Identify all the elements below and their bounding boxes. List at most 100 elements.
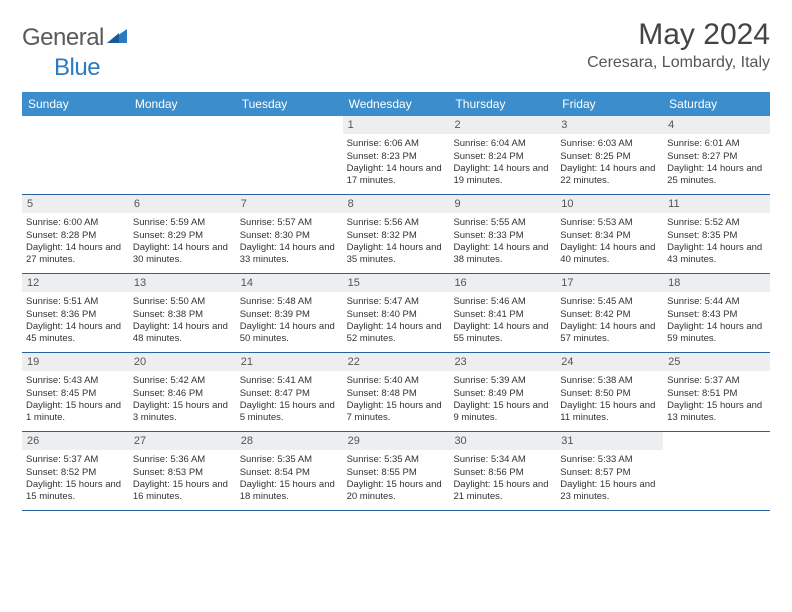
daylight-line: Daylight: 14 hours and 50 minutes. — [240, 321, 339, 346]
calendar-cell: 29Sunrise: 5:35 AMSunset: 8:55 PMDayligh… — [343, 432, 450, 510]
date-number: 20 — [129, 353, 236, 371]
date-number: 1 — [343, 116, 450, 134]
calendar-cell: 5Sunrise: 6:00 AMSunset: 8:28 PMDaylight… — [22, 195, 129, 273]
sunrise-line: Sunrise: 5:43 AM — [26, 375, 125, 387]
calendar-cell: 25 Sunrise: 5:37 AMSunset: 8:51 PMDayligh… — [663, 353, 770, 431]
cell-content: Sunrise: 5:44 AMSunset: 8:43 PMDaylight:… — [663, 294, 770, 349]
sunset-line: Sunset: 8:30 PM — [240, 230, 339, 242]
sunrise-line: Sunrise: 5:40 AM — [347, 375, 446, 387]
cell-content: Sunrise: 5:50 AMSunset: 8:38 PMDaylight:… — [129, 294, 236, 349]
sunrise-line: Sunrise: 5:38 AM — [560, 375, 659, 387]
sunset-line: Sunset: 8:53 PM — [133, 467, 232, 479]
calendar-cell: 14Sunrise: 5:48 AMSunset: 8:39 PMDayligh… — [236, 274, 343, 352]
date-number: 30 — [449, 432, 556, 450]
calendar-cell: 12 Sunrise: 5:51 AMSunset: 8:36 PMDayligh… — [22, 274, 129, 352]
date-number: 16 — [449, 274, 556, 292]
cell-content: Sunrise: 5:57 AMSunset: 8:30 PMDaylight:… — [236, 215, 343, 270]
daylight-line: Daylight: 14 hours and 40 minutes. — [560, 242, 659, 267]
cell-content: Sunrise: 5:55 AMSunset: 8:33 PMDaylight:… — [449, 215, 556, 270]
daylight-line: Daylight: 15 hours and 9 minutes. — [453, 400, 552, 425]
calendar-cell: 8 Sunrise: 5:56 AMSunset: 8:32 PMDaylight… — [343, 195, 450, 273]
daylight-line: Daylight: 15 hours and 16 minutes. — [133, 479, 232, 504]
sunset-line: Sunset: 8:47 PM — [240, 388, 339, 400]
calendar-cell: 31Sunrise: 5:33 AMSunset: 8:57 PMDayligh… — [556, 432, 663, 510]
cell-content: Sunrise: 6:01 AMSunset: 8:27 PMDaylight:… — [663, 136, 770, 191]
sunrise-line: Sunrise: 6:00 AM — [26, 217, 125, 229]
daylight-line: Daylight: 15 hours and 13 minutes. — [667, 400, 766, 425]
sunrise-line: Sunrise: 5:35 AM — [240, 454, 339, 466]
sunrise-line: Sunrise: 6:01 AM — [667, 138, 766, 150]
cell-content: Sunrise: 5:43 AMSunset: 8:45 PMDaylight:… — [22, 373, 129, 428]
date-number: 25 — [663, 353, 770, 371]
cell-content: Sunrise: 5:51 AMSunset: 8:36 PMDaylight:… — [22, 294, 129, 349]
cell-content: Sunrise: 5:46 AMSunset: 8:41 PMDaylight:… — [449, 294, 556, 349]
sunrise-line: Sunrise: 6:04 AM — [453, 138, 552, 150]
sunrise-line: Sunrise: 5:46 AM — [453, 296, 552, 308]
date-number: 12 — [22, 274, 129, 292]
sunset-line: Sunset: 8:46 PM — [133, 388, 232, 400]
sunset-line: Sunset: 8:40 PM — [347, 309, 446, 321]
sunrise-line: Sunrise: 5:44 AM — [667, 296, 766, 308]
calendar-cell: 18 Sunrise: 5:44 AMSunset: 8:43 PMDayligh… — [663, 274, 770, 352]
date-number: 10 — [556, 195, 663, 213]
date-number: 8 — [343, 195, 450, 213]
sunset-line: Sunset: 8:29 PM — [133, 230, 232, 242]
calendar-cell: 1Sunrise: 6:06 AMSunset: 8:23 PMDaylight… — [343, 116, 450, 194]
cell-content: Sunrise: 6:00 AMSunset: 8:28 PMDaylight:… — [22, 215, 129, 270]
calendar-cell: 10Sunrise: 5:53 AMSunset: 8:34 PMDayligh… — [556, 195, 663, 273]
date-number: 31 — [556, 432, 663, 450]
day-header: Tuesday — [236, 92, 343, 116]
sunset-line: Sunset: 8:42 PM — [560, 309, 659, 321]
sunrise-line: Sunrise: 5:59 AM — [133, 217, 232, 229]
calendar-cell: 7Sunrise: 5:57 AMSunset: 8:30 PMDaylight… — [236, 195, 343, 273]
cell-content: Sunrise: 5:39 AMSunset: 8:49 PMDaylight:… — [449, 373, 556, 428]
calendar-cell — [663, 432, 770, 510]
sunrise-line: Sunrise: 5:45 AM — [560, 296, 659, 308]
calendar-week: 5Sunrise: 6:00 AMSunset: 8:28 PMDaylight… — [22, 195, 770, 274]
daylight-line: Daylight: 14 hours and 35 minutes. — [347, 242, 446, 267]
sunset-line: Sunset: 8:55 PM — [347, 467, 446, 479]
calendar-week: 12 Sunrise: 5:51 AMSunset: 8:36 PMDayligh… — [22, 274, 770, 353]
sunset-line: Sunset: 8:38 PM — [133, 309, 232, 321]
daylight-line: Daylight: 15 hours and 7 minutes. — [347, 400, 446, 425]
date-number: 24 — [556, 353, 663, 371]
daylight-line: Daylight: 15 hours and 15 minutes. — [26, 479, 125, 504]
sunset-line: Sunset: 8:57 PM — [560, 467, 659, 479]
sunset-line: Sunset: 8:32 PM — [347, 230, 446, 242]
sunset-line: Sunset: 8:48 PM — [347, 388, 446, 400]
calendar-cell: 13Sunrise: 5:50 AMSunset: 8:38 PMDayligh… — [129, 274, 236, 352]
sunrise-line: Sunrise: 6:06 AM — [347, 138, 446, 150]
daylight-line: Daylight: 14 hours and 30 minutes. — [133, 242, 232, 267]
calendar-cell: 3Sunrise: 6:03 AMSunset: 8:25 PMDaylight… — [556, 116, 663, 194]
date-number: 18 — [663, 274, 770, 292]
sunrise-line: Sunrise: 5:57 AM — [240, 217, 339, 229]
daylight-line: Daylight: 14 hours and 48 minutes. — [133, 321, 232, 346]
brand-text-2: Blue — [54, 54, 100, 82]
calendar-cell: 23Sunrise: 5:39 AMSunset: 8:49 PMDayligh… — [449, 353, 556, 431]
sunset-line: Sunset: 8:25 PM — [560, 151, 659, 163]
sunrise-line: Sunrise: 5:39 AM — [453, 375, 552, 387]
calendar-cell: 15Sunrise: 5:47 AMSunset: 8:40 PMDayligh… — [343, 274, 450, 352]
daylight-line: Daylight: 14 hours and 22 minutes. — [560, 163, 659, 188]
date-number: 14 — [236, 274, 343, 292]
sunrise-line: Sunrise: 5:36 AM — [133, 454, 232, 466]
date-number: 9 — [449, 195, 556, 213]
date-number: 3 — [556, 116, 663, 134]
cell-content: Sunrise: 5:37 AMSunset: 8:51 PMDaylight:… — [663, 373, 770, 428]
title-block: May 2024 Ceresara, Lombardy, Italy — [587, 18, 770, 72]
brand-logo: General — [22, 24, 131, 52]
cell-content: Sunrise: 5:56 AMSunset: 8:32 PMDaylight:… — [343, 215, 450, 270]
calendar-cell: 27 Sunrise: 5:36 AMSunset: 8:53 PMDayligh… — [129, 432, 236, 510]
date-number: 4 — [663, 116, 770, 134]
cell-content: Sunrise: 5:52 AMSunset: 8:35 PMDaylight:… — [663, 215, 770, 270]
daylight-line: Daylight: 14 hours and 57 minutes. — [560, 321, 659, 346]
date-number: 27 — [129, 432, 236, 450]
location-text: Ceresara, Lombardy, Italy — [587, 54, 770, 72]
calendar-grid: SundayMondayTuesdayWednesdayThursdayFrid… — [22, 92, 770, 511]
daylight-line: Daylight: 15 hours and 3 minutes. — [133, 400, 232, 425]
date-number: 21 — [236, 353, 343, 371]
calendar-cell: 6Sunrise: 5:59 AMSunset: 8:29 PMDaylight… — [129, 195, 236, 273]
daylight-line: Daylight: 15 hours and 11 minutes. — [560, 400, 659, 425]
day-header: Sunday — [22, 92, 129, 116]
cell-content: Sunrise: 5:38 AMSunset: 8:50 PMDaylight:… — [556, 373, 663, 428]
